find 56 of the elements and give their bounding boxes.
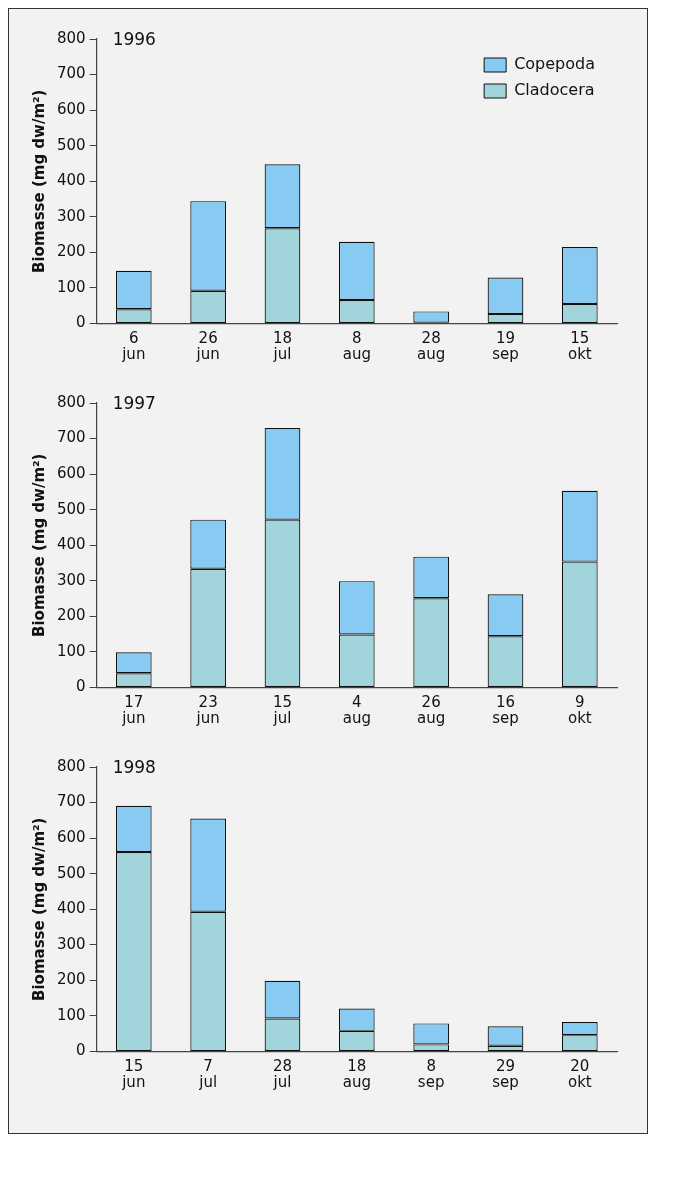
y-tick-label: 500 xyxy=(56,499,86,518)
y-tick-label: 500 xyxy=(56,863,86,882)
y-tick-label: 400 xyxy=(56,171,86,190)
y-tick-label: 600 xyxy=(56,828,86,847)
y-tick-label: 800 xyxy=(56,756,86,775)
x-tick-label: 15 jun xyxy=(121,1057,146,1092)
y-tick-label: 700 xyxy=(56,64,86,83)
x-tick-label: 16 sep xyxy=(492,693,519,728)
legend-label: Cladocera xyxy=(514,80,595,100)
x-tick-label: 29 sep xyxy=(492,1057,519,1092)
y-tick-label: 400 xyxy=(56,899,86,918)
x-tick-label: 28 aug xyxy=(417,329,446,364)
x-tick-label: 18 jul xyxy=(272,329,293,364)
y-tick-label: 100 xyxy=(56,641,86,660)
y-tick-label: 800 xyxy=(56,28,86,47)
y-tick-label: 100 xyxy=(56,1005,86,1024)
y-tick-label: 300 xyxy=(56,934,86,953)
x-tick-label: 17 jun xyxy=(121,693,146,728)
y-tick-label: 0 xyxy=(76,313,86,332)
y-tick-label: 700 xyxy=(56,428,86,447)
x-tick-label: 19 sep xyxy=(492,329,519,364)
x-tick-label: 8 sep xyxy=(417,1057,445,1092)
chart-title: 1996 xyxy=(112,29,156,50)
chart-title: 1997 xyxy=(112,393,156,414)
x-tick-label: 6 jun xyxy=(121,329,146,364)
x-tick-label: 26 jun xyxy=(195,329,220,364)
y-tick-label: 200 xyxy=(56,970,86,989)
x-tick-label: 28 jul xyxy=(272,1057,293,1092)
y-tick-label: 500 xyxy=(56,135,86,154)
y-tick-label: 0 xyxy=(76,1041,86,1060)
x-tick-label: 15 okt xyxy=(567,329,592,364)
y-tick-label: 400 xyxy=(56,535,86,554)
legend-label: Copepoda xyxy=(514,54,596,74)
x-tick-label: 9 okt xyxy=(567,693,592,728)
chart-title: 1998 xyxy=(112,757,156,778)
y-tick-label: 200 xyxy=(56,606,86,625)
y-tick-label: 700 xyxy=(56,792,86,811)
x-tick-label: 8 aug xyxy=(342,329,371,364)
x-tick-label: 20 okt xyxy=(567,1057,592,1092)
y-axis-title: Biomasse (mg dw/m²) xyxy=(29,453,48,637)
x-tick-label: 15 jul xyxy=(272,693,293,728)
x-tick-label: 26 aug xyxy=(417,693,446,728)
y-axis-title: Biomasse (mg dw/m²) xyxy=(29,89,48,273)
y-axis-title: Biomasse (mg dw/m²) xyxy=(29,817,48,1001)
y-tick-label: 200 xyxy=(56,242,86,261)
x-tick-label: 7 jul xyxy=(198,1057,218,1092)
y-tick-label: 300 xyxy=(56,206,86,225)
y-tick-label: 600 xyxy=(56,100,86,119)
y-tick-label: 100 xyxy=(56,277,86,296)
x-tick-label: 23 jun xyxy=(195,693,220,728)
x-tick-label: 18 aug xyxy=(342,1057,371,1092)
y-tick-label: 300 xyxy=(56,570,86,589)
y-tick-label: 0 xyxy=(76,677,86,696)
y-tick-label: 600 xyxy=(56,464,86,483)
y-tick-label: 800 xyxy=(56,392,86,411)
x-tick-label: 4 aug xyxy=(342,693,371,728)
